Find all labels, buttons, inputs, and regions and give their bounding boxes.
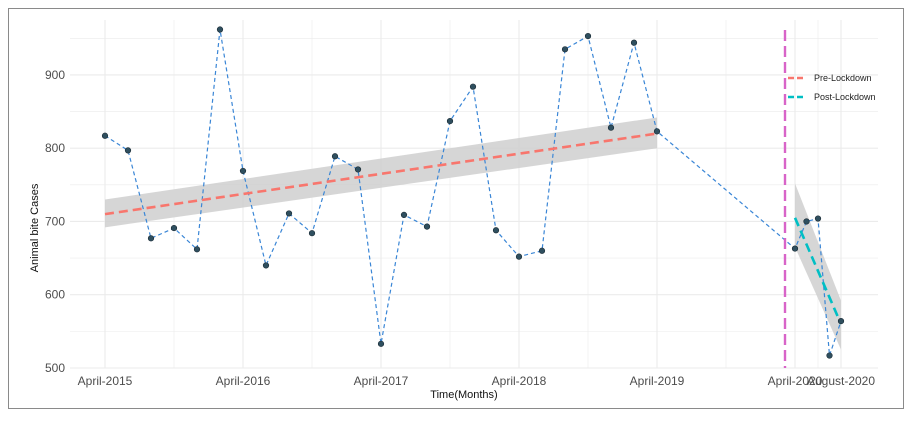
data-point xyxy=(469,83,477,90)
data-point xyxy=(515,253,523,260)
data-point xyxy=(101,132,109,139)
observed-series xyxy=(104,29,842,356)
data-point xyxy=(354,166,362,173)
data-point xyxy=(193,246,201,253)
data-point xyxy=(803,218,810,225)
data-point xyxy=(826,352,833,359)
data-point xyxy=(538,247,546,254)
data-point xyxy=(308,230,316,237)
y-tick-label: 600 xyxy=(45,288,65,302)
trend-line-post-lockdown xyxy=(793,217,843,325)
data-point xyxy=(216,26,224,33)
data-point xyxy=(285,210,293,217)
confidence-ribbon-post-lockdown xyxy=(795,183,841,350)
chart-frame xyxy=(8,8,904,409)
data-point xyxy=(446,118,454,125)
data-point xyxy=(814,215,822,222)
y-tick-label: 500 xyxy=(45,361,65,375)
y-tick-label: 900 xyxy=(45,68,65,82)
data-point xyxy=(423,223,431,230)
data-point xyxy=(331,153,339,160)
data-point xyxy=(584,33,592,40)
data-point xyxy=(492,227,500,234)
data-point xyxy=(607,124,615,131)
y-tick-labels: 500 600 700 800 900 xyxy=(45,68,65,375)
x-tick-label: April-2015 xyxy=(78,374,133,388)
legend-entry-pre-lockdown: Pre-Lockdown xyxy=(788,73,872,83)
observed-line xyxy=(104,29,842,356)
legend-label-pre-lockdown: Pre-Lockdown xyxy=(814,73,872,83)
minor-gridlines xyxy=(70,20,878,368)
confidence-ribbon-pre-lockdown xyxy=(105,117,657,228)
x-tick-label: April-2019 xyxy=(630,374,685,388)
legend-entry-post-lockdown: Post-Lockdown xyxy=(788,92,876,102)
x-tick-label: April-2017 xyxy=(354,374,409,388)
data-point xyxy=(147,235,155,242)
data-point xyxy=(791,245,799,252)
data-point xyxy=(377,340,385,347)
confidence-ribbons xyxy=(105,117,841,350)
y-axis-title: Animal bite Cases xyxy=(29,183,41,272)
data-point xyxy=(400,211,408,218)
data-point xyxy=(653,128,661,135)
x-axis-title: Time(Months) xyxy=(430,389,497,401)
data-point xyxy=(630,39,638,46)
trend-line-pre-lockdown xyxy=(104,132,658,216)
data-point xyxy=(561,46,569,53)
x-tick-label: April-2016 xyxy=(216,374,271,388)
data-point xyxy=(124,147,132,154)
data-points xyxy=(101,26,845,359)
trend-lines xyxy=(104,132,843,325)
data-point xyxy=(837,318,845,325)
data-point xyxy=(262,262,270,269)
data-point xyxy=(170,224,178,232)
legend: Pre-Lockdown Post-Lockdown xyxy=(788,73,876,102)
x-tick-labels: April-2015 April-2016 April-2017 April-2018… xyxy=(78,374,876,388)
data-point xyxy=(239,167,247,175)
x-tick-label: April-2020 xyxy=(768,374,823,388)
x-tick-label: August-2020 xyxy=(807,374,875,388)
y-tick-label: 700 xyxy=(45,214,65,228)
x-tick-label: April-2018 xyxy=(492,374,547,388)
y-tick-label: 800 xyxy=(45,141,65,155)
legend-label-post-lockdown: Post-Lockdown xyxy=(814,92,876,102)
